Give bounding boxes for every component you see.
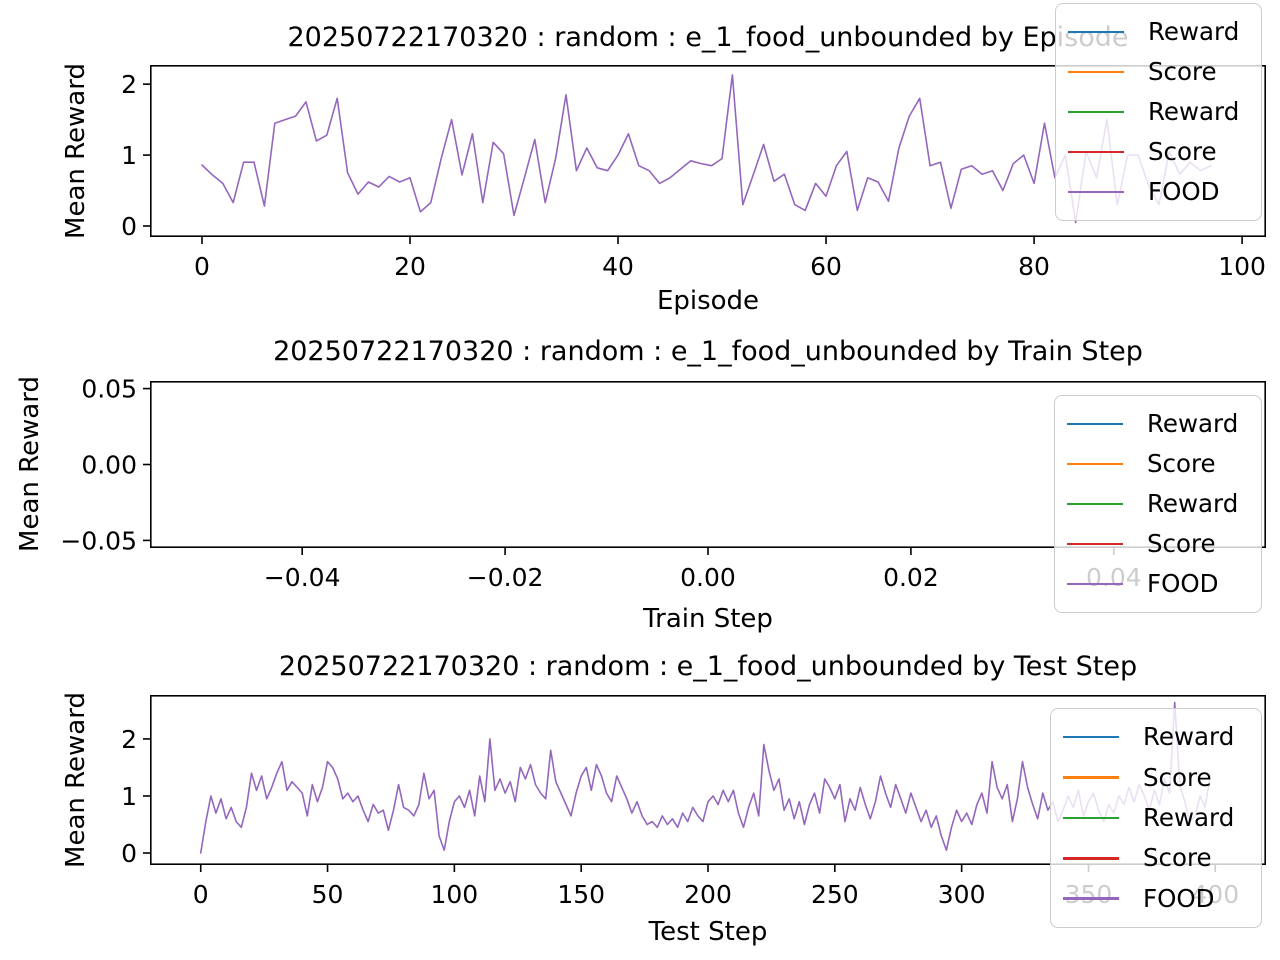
- plot-svg: 0 20 40 60 80 100 0 1 2: [121, 65, 1267, 281]
- x-tick-label: 0.00: [680, 563, 736, 592]
- chart-title: 20250722170320 : random : e_1_food_unbou…: [273, 336, 1143, 367]
- legend-line-sample: [1063, 857, 1119, 860]
- legend-entry-label: Score: [1147, 448, 1216, 478]
- legend-line-sample: [1067, 462, 1123, 466]
- legend-line-sample: [1063, 816, 1119, 820]
- legend-entry: Score: [1068, 136, 1249, 166]
- axes-frame: [150, 695, 1267, 865]
- legend-entry: FOOD: [1063, 883, 1249, 913]
- legend-entry-label: Score: [1143, 762, 1212, 792]
- legend-entry: Reward: [1067, 488, 1249, 518]
- x-tick-label: 0: [194, 252, 210, 281]
- x-axis-label: Test Step: [648, 917, 768, 947]
- legend-entry: Reward: [1063, 802, 1249, 832]
- x-tick-label: 250: [811, 880, 859, 909]
- legend-entry: Reward: [1063, 722, 1249, 752]
- series-line-food: [201, 74, 1212, 224]
- legend: Reward Score Reward Score FOOD: [1054, 395, 1262, 613]
- plot-svg: 050100150200250300350400012: [121, 695, 1267, 909]
- legend-entry-label: Reward: [1147, 408, 1239, 438]
- y-tick-label: −0.05: [60, 526, 137, 555]
- y-tick-label: 1: [121, 141, 137, 170]
- legend-entry: FOOD: [1068, 176, 1249, 206]
- chart-title: 20250722170320 : random : e_1_food_unbou…: [278, 651, 1138, 682]
- x-tick-label: 0: [193, 880, 209, 909]
- x-tick-label: 20: [394, 252, 426, 281]
- axes-frame: [150, 65, 1267, 237]
- legend-entry-label: FOOD: [1143, 883, 1215, 913]
- legend-entry: Score: [1063, 762, 1249, 792]
- legend-entry-label: FOOD: [1148, 176, 1220, 206]
- y-tick-label: 0: [121, 212, 137, 241]
- x-tick-label: 50: [312, 880, 344, 909]
- legend-line-sample: [1063, 735, 1119, 739]
- y-tick-label: 0: [121, 839, 137, 868]
- y-axis-label: Mean Reward: [61, 63, 91, 239]
- legend-entry-label: Reward: [1148, 96, 1240, 126]
- y-axis-label: Mean Reward: [15, 376, 45, 552]
- y-tick-label: 0.05: [81, 375, 137, 404]
- axes-frame: [150, 381, 1267, 548]
- plot-area: 0 20 40 60 80 100 0 1 2: [121, 65, 1267, 281]
- y-tick-label: 2: [121, 725, 137, 754]
- legend-line-sample: [1068, 150, 1124, 154]
- legend-line-sample: [1067, 502, 1123, 506]
- x-axis-label: Train Step: [643, 604, 773, 634]
- legend-line-sample: [1067, 582, 1123, 586]
- plot-area: 050100150200250300350400012: [121, 695, 1267, 909]
- legend: Reward Score Reward Score FOOD: [1050, 708, 1262, 928]
- x-tick-label: 40: [602, 252, 634, 281]
- y-tick-label: 2: [121, 70, 137, 99]
- legend-entry: Score: [1067, 448, 1249, 478]
- legend-entry: Score: [1068, 56, 1249, 86]
- x-tick-label: 200: [684, 880, 732, 909]
- legend-entry-label: Score: [1147, 528, 1216, 558]
- series-line-food: [199, 701, 1211, 854]
- x-tick-label: 150: [557, 880, 605, 909]
- x-tick-label: −0.04: [264, 563, 341, 592]
- legend-entry: Reward: [1068, 96, 1249, 126]
- legend-line-sample: [1068, 110, 1124, 114]
- legend-entry-label: Score: [1143, 843, 1212, 873]
- legend-line-sample: [1063, 897, 1119, 901]
- legend-entry-label: Score: [1148, 56, 1217, 86]
- legend-line-sample: [1068, 190, 1124, 194]
- x-tick-label: 0.02: [883, 563, 939, 592]
- legend-entry-label: Reward: [1143, 722, 1235, 752]
- legend-entry: Score: [1067, 528, 1249, 558]
- plot-svg: −0.04−0.020.000.020.04−0.050.000.05: [60, 375, 1267, 592]
- x-tick-label: 300: [938, 880, 986, 909]
- chart-title: 20250722170320 : random : e_1_food_unbou…: [287, 22, 1129, 53]
- x-tick-label: 100: [431, 880, 479, 909]
- legend-entry-label: Reward: [1147, 488, 1239, 518]
- legend-line-sample: [1067, 542, 1123, 546]
- x-tick-label: −0.02: [467, 563, 544, 592]
- x-tick-label: 60: [810, 252, 842, 281]
- legend-entry-label: FOOD: [1147, 568, 1219, 598]
- legend-entry-label: Score: [1148, 136, 1217, 166]
- legend-entry: FOOD: [1067, 568, 1249, 598]
- legend-line-sample: [1068, 30, 1124, 34]
- y-tick-label: 1: [121, 782, 137, 811]
- x-tick-label: 100: [1218, 252, 1266, 281]
- legend: Reward Score Reward Score FOOD: [1055, 3, 1262, 221]
- legend-line-sample: [1063, 776, 1119, 779]
- legend-entry: Reward: [1067, 408, 1249, 438]
- y-tick-label: 0.00: [81, 451, 137, 480]
- legend-line-sample: [1068, 70, 1124, 74]
- legend-entry: Reward: [1068, 16, 1249, 46]
- y-axis-label: Mean Reward: [61, 692, 91, 868]
- legend-entry: Score: [1063, 844, 1249, 872]
- x-tick-label: 80: [1018, 252, 1050, 281]
- legend-line-sample: [1067, 422, 1123, 426]
- plot-area: −0.04−0.020.000.020.04−0.050.000.05: [60, 375, 1267, 592]
- legend-entry-label: Reward: [1143, 802, 1235, 832]
- x-axis-label: Episode: [656, 286, 760, 316]
- legend-entry-label: Reward: [1148, 16, 1240, 46]
